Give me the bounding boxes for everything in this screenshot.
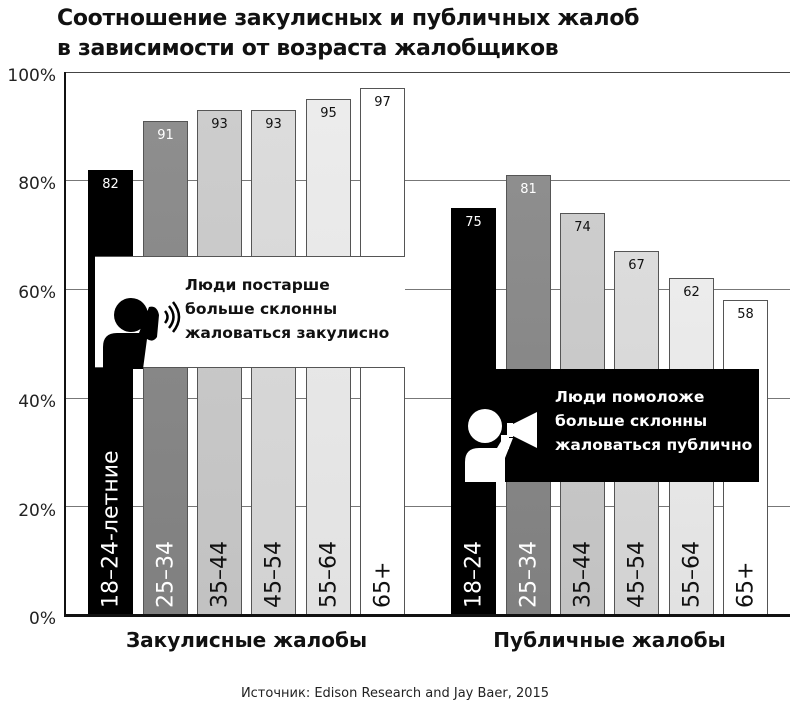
bar-value: 81 xyxy=(520,182,537,197)
callout-younger-line3: жаловаться публично xyxy=(555,436,753,454)
bar-value: 91 xyxy=(157,128,174,143)
bar-category-label: 18–24 xyxy=(461,541,486,608)
bar-backstage-18-24: 82 18–24-летние xyxy=(88,170,133,615)
x-axis xyxy=(64,614,790,617)
bar-category-label: 35–44 xyxy=(570,541,595,608)
y-axis xyxy=(64,72,66,616)
callout-younger-line1: Люди помоложе xyxy=(555,388,705,406)
bar-value: 62 xyxy=(683,285,700,300)
person-whisper-icon xyxy=(103,298,181,369)
gridline-40 xyxy=(66,398,790,399)
callout-older-line3: жаловаться закулисно xyxy=(185,324,390,342)
bar-category-label: 25–34 xyxy=(153,541,178,608)
bar-value: 75 xyxy=(465,215,482,230)
bar-category-label: 45–54 xyxy=(624,541,649,608)
gridline-20 xyxy=(66,506,790,507)
bar-category-label: 35–44 xyxy=(207,541,232,608)
bar-category-label: 25–34 xyxy=(516,541,541,608)
bar-value: 74 xyxy=(574,220,591,235)
callout-younger: Люди помоложе больше склонны жаловаться … xyxy=(451,369,759,482)
y-tick-80: 80% xyxy=(18,174,56,194)
bar-category-label: 45–54 xyxy=(261,541,286,608)
bar-category-label: 55–64 xyxy=(316,541,341,608)
callout-older-line2: больше склонны xyxy=(185,300,338,318)
y-tick-20: 20% xyxy=(18,501,56,521)
bar-category-label: 18–24-летние xyxy=(98,450,123,608)
callout-older-line1: Люди постарше xyxy=(185,276,330,294)
bar-value: 93 xyxy=(265,117,282,132)
chart-title-line1: Соотношение закулисных и публичных жалоб xyxy=(57,6,640,31)
y-tick-100: 100% xyxy=(7,66,56,86)
callout-older: Люди постарше больше склонны жаловаться … xyxy=(95,256,405,369)
gridline-60 xyxy=(66,289,790,290)
bar-value: 97 xyxy=(374,95,391,110)
chart-title: Соотношение закулисных и публичных жалоб… xyxy=(57,4,640,64)
y-tick-0: 0% xyxy=(29,609,56,629)
gridline-100 xyxy=(64,72,790,73)
bar-value: 95 xyxy=(320,106,337,121)
y-tick-40: 40% xyxy=(18,392,56,412)
person-megaphone-icon xyxy=(465,409,537,482)
bar-category-label: 55–64 xyxy=(679,541,704,608)
source-note: Источник: Edison Research and Jay Baer, … xyxy=(240,686,550,701)
bar-value: 93 xyxy=(211,117,228,132)
bar-category-label: 65+ xyxy=(733,561,758,608)
y-tick-60: 60% xyxy=(18,283,56,303)
bar-category-label: 65+ xyxy=(370,561,395,608)
group-label-public: Публичные жалобы xyxy=(493,628,726,652)
bar-value: 82 xyxy=(102,177,119,192)
group-label-backstage: Закулисные жалобы xyxy=(125,628,368,652)
gridline-80 xyxy=(66,180,790,181)
bar-value: 67 xyxy=(628,258,645,273)
callout-younger-line2: больше склонны xyxy=(555,412,708,430)
chart-title-line2: в зависимости от возраста жалобщиков xyxy=(57,36,559,61)
bar-value: 58 xyxy=(737,307,754,322)
